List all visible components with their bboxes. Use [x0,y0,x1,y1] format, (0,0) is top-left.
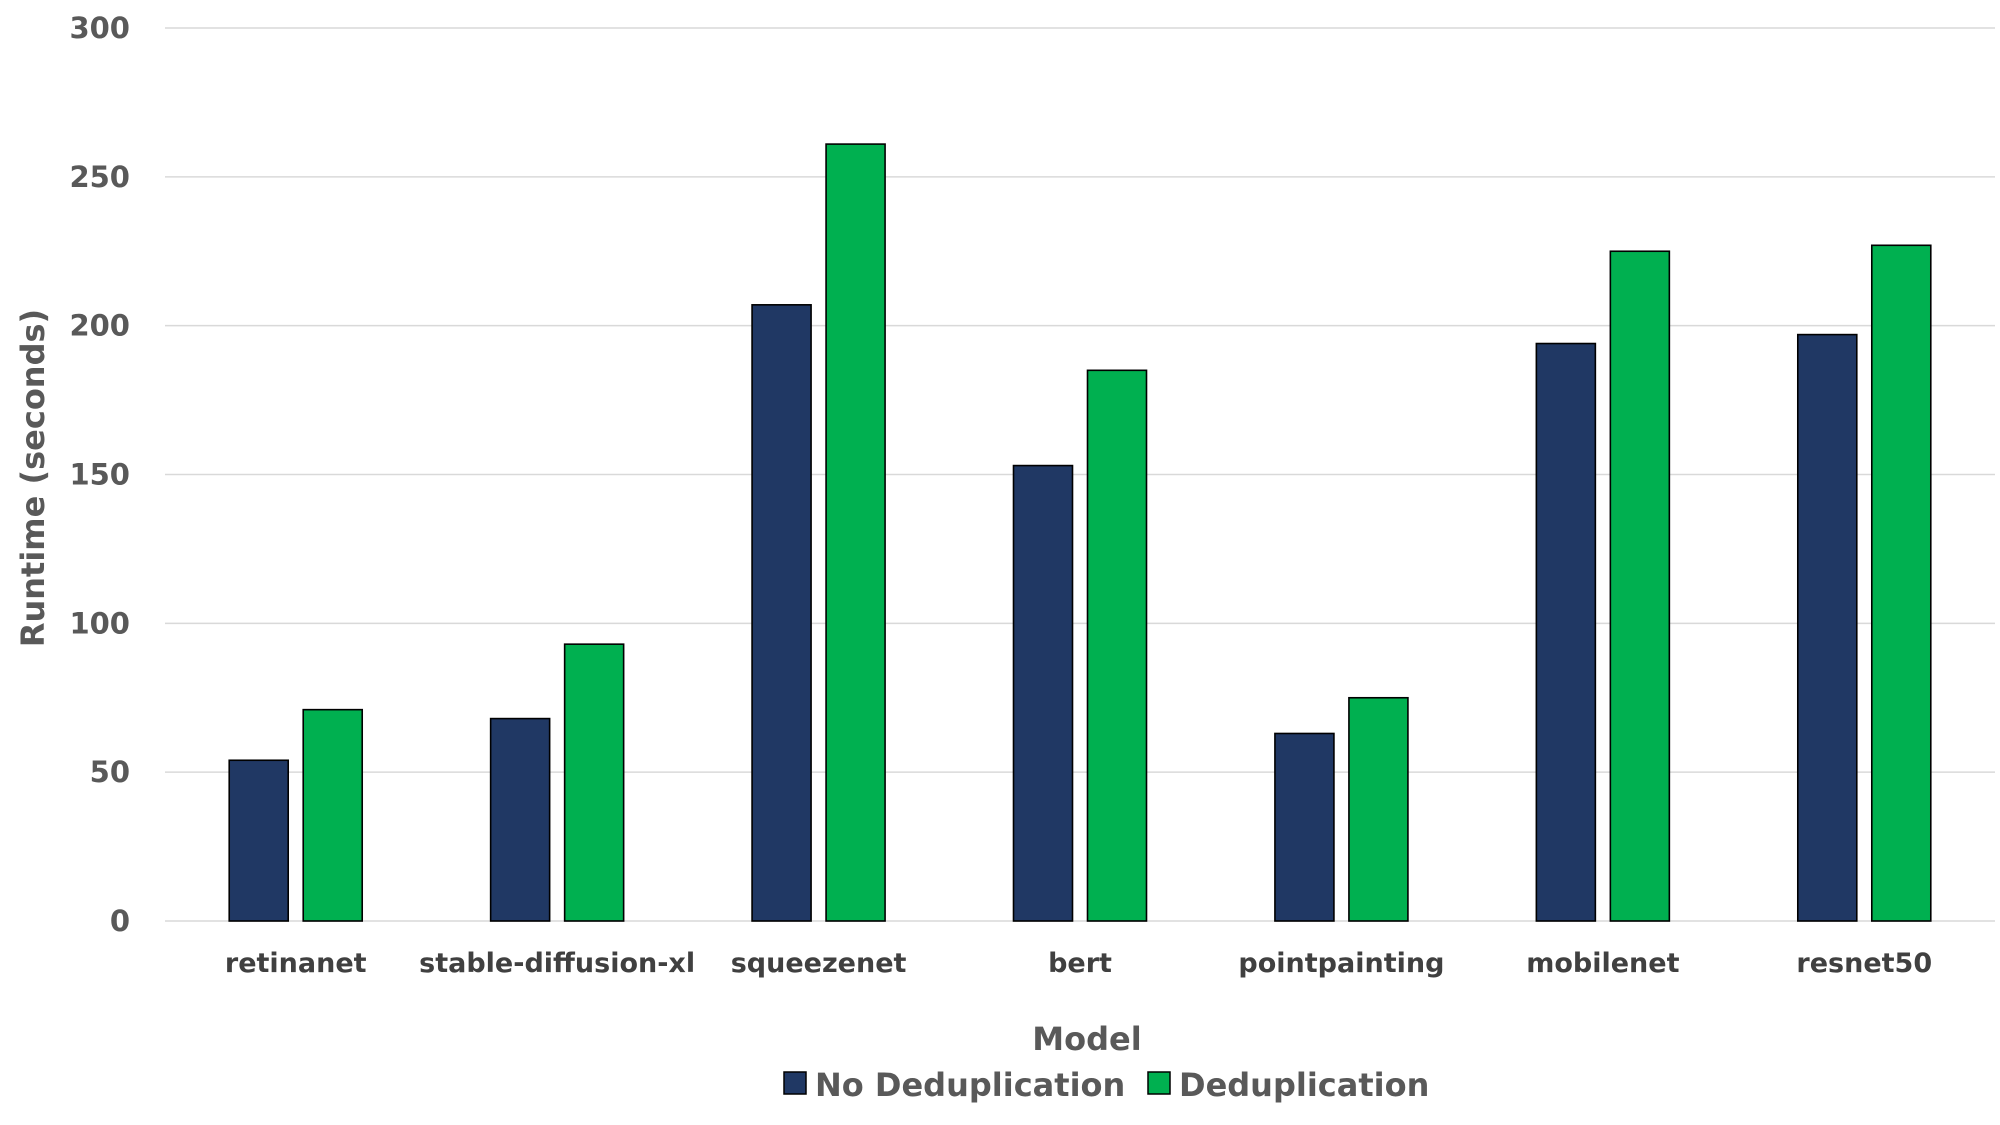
bar-retinanet-deduplication [302,708,364,922]
bar-resnet50-no-deduplication [1796,333,1858,922]
bar-pointpainting-no-deduplication [1274,732,1335,922]
bar-resnet50-deduplication [1870,244,1932,922]
bar-stable-diffusion-xl-deduplication [563,643,625,922]
legend-label-deduplication: Deduplication [1179,1066,1429,1104]
y-tick-label-150: 150 [69,458,130,492]
y-tick-label-50: 50 [90,755,130,789]
bars [228,143,1932,922]
x-tick-label-mobilenet: mobilenet [1526,948,1679,979]
y-axis-title: Runtime (seconds) [14,309,52,647]
y-axis-ticks: 0 50 100 150 200 250 300 [69,11,130,938]
x-tick-label-stable-diffusion-xl: stable-diffusion-xl [419,948,695,979]
x-tick-label-squeezenet: squeezenet [731,948,907,979]
y-tick-label-100: 100 [69,606,130,640]
bar-bert-deduplication [1086,369,1148,922]
bar-bert-no-deduplication [1012,464,1074,922]
bar-mobilenet-no-deduplication [1535,342,1597,922]
x-tick-label-bert: bert [1048,948,1112,979]
bar-mobilenet-deduplication [1609,250,1671,922]
y-tick-label-0: 0 [110,904,130,938]
legend-swatch-no-deduplication [783,1071,807,1095]
x-axis-title: Model [1032,1020,1141,1058]
y-tick-label-250: 250 [69,160,130,194]
bar-squeezenet-no-deduplication [751,304,812,922]
legend-swatch-deduplication [1147,1071,1171,1095]
y-tick-label-200: 200 [69,309,130,343]
x-tick-label-retinanet: retinanet [225,948,367,979]
bar-stable-diffusion-xl-no-deduplication [489,717,551,922]
x-tick-label-resnet50: resnet50 [1796,948,1932,979]
x-axis-ticks: retinanet stable-diffusion-xl squeezenet be… [225,948,1932,979]
legend: No Deduplication Deduplication [783,1066,1429,1104]
y-tick-label-300: 300 [69,11,130,45]
bar-retinanet-no-deduplication [228,759,290,922]
gridlines [165,27,1995,922]
legend-label-no-deduplication: No Deduplication [815,1066,1125,1104]
x-tick-label-pointpainting: pointpainting [1238,948,1444,979]
bar-squeezenet-deduplication [825,143,886,922]
bar-pointpainting-deduplication [1348,696,1409,922]
